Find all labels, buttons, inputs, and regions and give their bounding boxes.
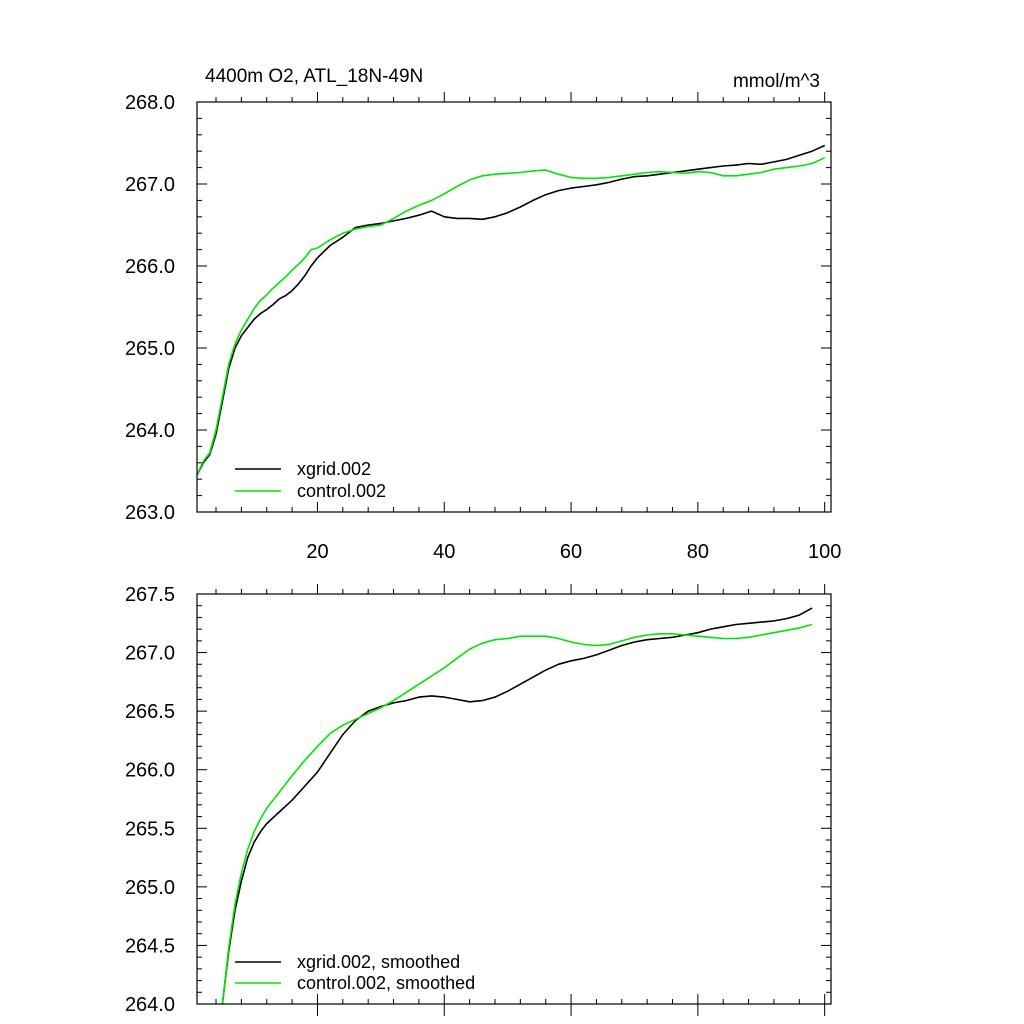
legend-label-xgrid-smoothed: xgrid.002, smoothed — [297, 952, 460, 972]
y-tick-label: 267.0 — [125, 174, 175, 196]
y-tick-label: 264.5 — [125, 935, 175, 957]
chart-title: 4400m O2, ATL_18N-49N — [205, 66, 423, 87]
x-tick-label: 40 — [433, 541, 455, 563]
y-tick-label: 265.0 — [125, 877, 175, 899]
units-label: mmol/m^3 — [733, 71, 820, 92]
top-legend: xgrid.002 control.002 — [235, 459, 386, 501]
x-tick-label: 100 — [808, 541, 841, 563]
bottom-legend: xgrid.002, smoothed control.002, smoothe… — [235, 952, 475, 993]
x-tick-label: 80 — [687, 541, 709, 563]
x-tick-label: 60 — [560, 541, 582, 563]
y-tick-label: 264.0 — [125, 420, 175, 442]
legend-label-control: control.002 — [297, 481, 386, 501]
series-line-control — [196, 157, 826, 476]
y-tick-label: 267.5 — [125, 584, 175, 606]
bottom-plot-frame — [196, 593, 832, 1005]
y-tick-label: 264.0 — [125, 994, 175, 1016]
y-tick-label: 266.0 — [125, 760, 175, 782]
y-tick-label: 265.0 — [125, 338, 175, 360]
legend-label-xgrid: xgrid.002 — [297, 459, 371, 479]
bottom-panel: 264.0 264.5 265.0 265.5 266.0 266.5 267.0 267.5… — [125, 584, 832, 1016]
x-tick-label: 20 — [306, 541, 328, 563]
y-tick-label: 263.0 — [125, 502, 175, 524]
series-line-xgrid — [221, 607, 813, 1005]
series-line-control — [221, 623, 813, 1005]
series-line-xgrid — [196, 144, 826, 476]
y-tick-label: 267.0 — [125, 643, 175, 665]
y-tick-label: 268.0 — [125, 92, 175, 114]
y-tick-label: 266.0 — [125, 256, 175, 278]
legend-label-control-smoothed: control.002, smoothed — [297, 973, 475, 993]
y-tick-label: 266.5 — [125, 701, 175, 723]
y-tick-label: 265.5 — [125, 818, 175, 840]
top-panel: 4400m O2, ATL_18N-49N mmol/m^3 20 40 60 80 1… — [125, 66, 841, 563]
top-plot-frame — [196, 101, 832, 513]
